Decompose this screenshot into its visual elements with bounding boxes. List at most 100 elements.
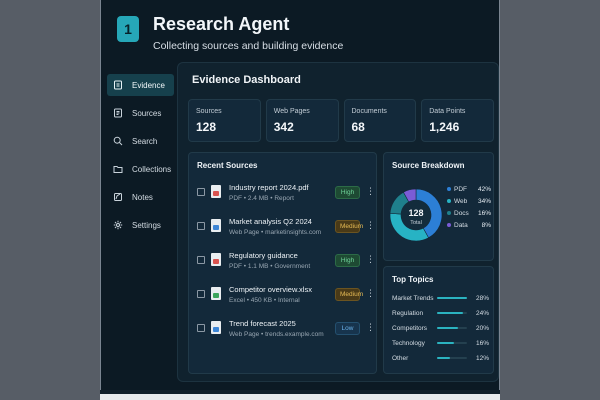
- legend-item: Data 8%: [447, 219, 491, 231]
- topic-bar-fill: [437, 342, 455, 344]
- breakdown-legend: PDF 42% Web 34% Docs 16% Data 8%: [447, 183, 491, 231]
- sidebar-item-label: Notes: [132, 192, 153, 202]
- source-checkbox[interactable]: [197, 222, 205, 230]
- topic-row: Market Trends 28%: [392, 293, 489, 303]
- sidebar-item-label: Search: [132, 136, 158, 146]
- legend-label: Web: [454, 197, 468, 205]
- legend-swatch: [447, 187, 451, 191]
- stat-label: Data Points: [429, 108, 466, 115]
- evidence-dashboard: Evidence Dashboard Sources 128 Web Pages…: [177, 62, 499, 382]
- topic-percent: 28%: [475, 294, 489, 302]
- source-breakdown-donut: 128 Total: [389, 188, 443, 242]
- stat-value: 1,246: [429, 120, 460, 134]
- more-options-icon[interactable]: ⋮: [366, 186, 375, 196]
- source-name[interactable]: Trend forecast 2025: [229, 319, 296, 328]
- web-page-file-icon: [211, 321, 221, 334]
- topic-percent: 16%: [475, 339, 489, 347]
- more-options-icon[interactable]: ⋮: [366, 288, 375, 298]
- top-topics-title: Top Topics: [392, 275, 434, 284]
- topic-bar-track: [437, 297, 467, 299]
- topic-bar-fill: [437, 327, 459, 329]
- sidebar-item-label: Settings: [132, 220, 161, 230]
- sidebar-item-settings[interactable]: Settings: [107, 214, 174, 236]
- source-row[interactable]: Trend forecast 2025 Web Page • trends.ex…: [197, 319, 375, 349]
- gear-icon: [113, 220, 123, 230]
- more-options-icon[interactable]: ⋮: [366, 322, 375, 332]
- pdf-file-icon: [211, 185, 221, 198]
- donut-center: [401, 200, 431, 230]
- relevance-badge: Medium: [335, 288, 363, 301]
- topic-bar-track: [437, 342, 467, 344]
- sidebar-item-collections[interactable]: Collections: [107, 158, 174, 180]
- topic-bar-fill: [437, 357, 450, 359]
- source-meta: Web Page • trends.example.com: [229, 331, 324, 338]
- page-title: Evidence Dashboard: [192, 74, 301, 86]
- stat-card-sources: Sources 128: [188, 99, 261, 142]
- legend-percent: 16%: [477, 209, 491, 217]
- evidence-icon: [114, 80, 122, 90]
- stat-card-documents: Documents 68: [343, 99, 417, 142]
- source-name[interactable]: Competitor overview.xlsx: [229, 285, 312, 294]
- topic-label: Market Trends: [392, 294, 434, 302]
- topic-bar-track: [437, 312, 467, 314]
- stat-card-web-pages: Web Pages 342: [265, 99, 339, 142]
- topic-percent: 20%: [475, 324, 489, 332]
- relevance-badge: High: [335, 186, 360, 199]
- relevance-badge: Medium: [335, 220, 363, 233]
- source-row[interactable]: Industry report 2024.pdf PDF • 2.4 MB • …: [197, 183, 375, 213]
- source-meta: PDF • 2.4 MB • Report: [229, 195, 294, 202]
- stat-label: Web Pages: [273, 108, 310, 115]
- pdf-file-icon: [211, 253, 221, 266]
- sidebar-item-search[interactable]: Search: [107, 130, 174, 152]
- stat-value: 68: [351, 120, 365, 134]
- source-name[interactable]: Market analysis Q2 2024: [229, 217, 312, 226]
- source-row[interactable]: Market analysis Q2 2024 Web Page • marke…: [197, 217, 375, 247]
- source-checkbox[interactable]: [197, 290, 205, 298]
- topic-percent: 12%: [475, 354, 489, 362]
- source-row[interactable]: Regulatory guidance PDF • 1.1 MB • Gover…: [197, 251, 375, 281]
- sidebar-item-label: Collections: [132, 164, 172, 174]
- source-name[interactable]: Industry report 2024.pdf: [229, 183, 309, 192]
- relevance-badge: Low: [335, 322, 360, 335]
- legend-item: PDF 42%: [447, 183, 491, 195]
- donut-total-value: 128: [408, 208, 423, 218]
- source-meta: Excel • 450 KB • Internal: [229, 297, 300, 304]
- legend-percent: 8%: [481, 221, 491, 229]
- source-name[interactable]: Regulatory guidance: [229, 251, 298, 260]
- legend-swatch: [447, 211, 451, 215]
- recent-sources-title: Recent Sources: [197, 161, 258, 170]
- stat-card-data-points: Data Points 1,246: [421, 99, 494, 142]
- legend-label: Docs: [454, 209, 469, 217]
- source-checkbox[interactable]: [197, 256, 205, 264]
- app-badge: 1: [117, 16, 139, 42]
- spreadsheet-file-icon: [211, 287, 221, 300]
- stats-row: Sources 128 Web Pages 342 Documents 68 D…: [188, 99, 494, 142]
- topic-row: Regulation 24%: [392, 308, 489, 318]
- legend-item: Docs 16%: [447, 207, 491, 219]
- topic-row: Other 12%: [392, 353, 489, 363]
- topic-row: Technology 16%: [392, 338, 489, 348]
- topic-bar-track: [437, 357, 467, 359]
- sidebar-item-evidence[interactable]: Evidence: [107, 74, 174, 96]
- top-topics-panel: Top Topics Market Trends 28% Regulation …: [383, 266, 494, 374]
- more-options-icon[interactable]: ⋮: [366, 220, 375, 230]
- sidebar-item-notes[interactable]: Notes: [107, 186, 174, 208]
- bottom-strip: [100, 390, 500, 400]
- source-checkbox[interactable]: [197, 324, 205, 332]
- topic-bar-fill: [437, 312, 463, 314]
- legend-swatch: [447, 199, 451, 203]
- sidebar-item-label: Evidence: [132, 80, 165, 90]
- topic-label: Technology: [392, 339, 425, 347]
- legend-label: PDF: [454, 185, 467, 193]
- source-checkbox[interactable]: [197, 188, 205, 196]
- sidebar-item-sources[interactable]: Sources: [107, 102, 174, 124]
- web-page-file-icon: [211, 219, 221, 232]
- app-subtitle: Collecting sources and building evidence: [153, 40, 344, 52]
- sidebar-item-label: Sources: [132, 108, 162, 118]
- more-options-icon[interactable]: ⋮: [366, 254, 375, 264]
- recent-sources-panel: Recent Sources Industry report 2024.pdf …: [188, 152, 377, 374]
- topic-label: Competitors: [392, 324, 428, 332]
- source-breakdown-title: Source Breakdown: [392, 161, 465, 170]
- source-row[interactable]: Competitor overview.xlsx Excel • 450 KB …: [197, 285, 375, 315]
- legend-label: Data: [454, 221, 468, 229]
